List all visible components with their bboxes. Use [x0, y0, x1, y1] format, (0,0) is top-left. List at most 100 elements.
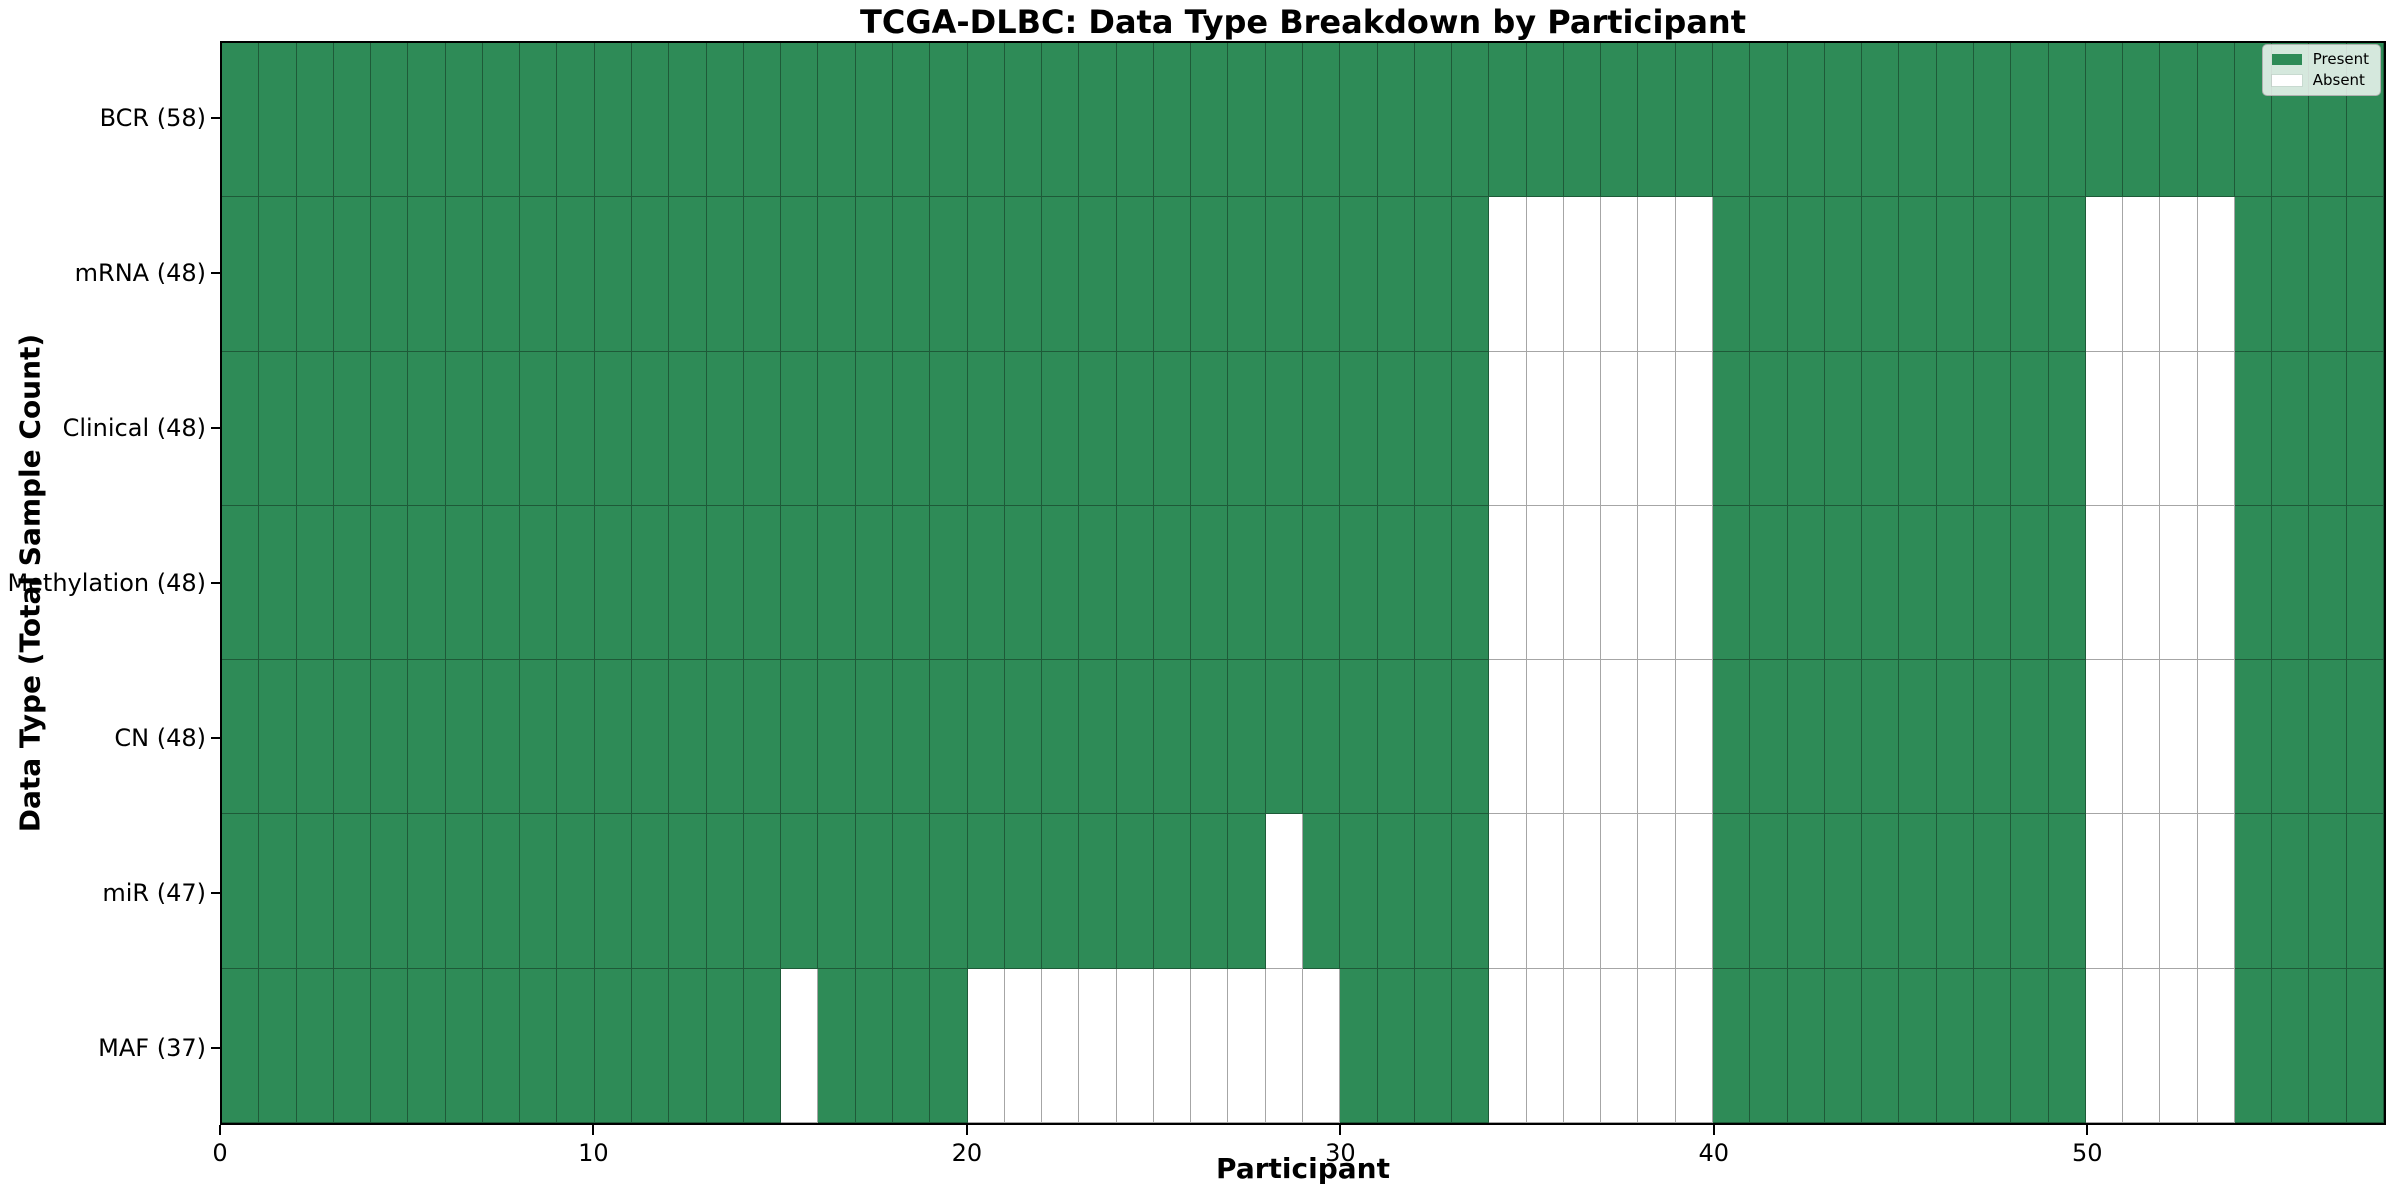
cell-BCR-p36 — [1563, 43, 1602, 198]
cell-MAF-p48 — [2011, 968, 2049, 1123]
cell-mRNA-p30 — [1340, 197, 1378, 352]
cell-Methylation-p3 — [333, 505, 372, 661]
cell-mRNA-p35 — [1526, 197, 1564, 352]
cell-MAF-p0 — [222, 968, 260, 1123]
y-tick-label-Methylation: Methylation (48) — [7, 569, 206, 597]
cell-mRNA-p16 — [818, 197, 856, 352]
cell-mRNA-p18 — [892, 197, 931, 352]
cell-mRNA-p41 — [1750, 197, 1788, 352]
cell-CN-p5 — [408, 660, 446, 815]
cell-Clinical-p2 — [296, 351, 334, 506]
cell-BCR-p16 — [818, 43, 856, 198]
cell-mRNA-p23 — [1079, 197, 1117, 352]
cell-mRNA-p9 — [557, 197, 595, 352]
x-tick-label-40: 40 — [1698, 1139, 1730, 1167]
cell-MAF-p45 — [1899, 968, 1937, 1123]
cell-BCR-p52 — [2160, 43, 2198, 198]
cell-MAF-p13 — [706, 968, 744, 1123]
cell-BCR-p43 — [1824, 43, 1863, 198]
cell-Methylation-p41 — [1750, 505, 1788, 661]
cell-miR-p38 — [1638, 814, 1676, 969]
y-tick-mark-miR — [211, 891, 220, 894]
cell-Clinical-p25 — [1153, 351, 1192, 506]
cell-Clinical-p46 — [1936, 351, 1974, 506]
y-tick-mark-Clinical — [211, 427, 220, 430]
cell-mRNA-p34 — [1489, 197, 1527, 352]
cell-MAF-p20 — [967, 968, 1005, 1123]
y-tick-label-miR: miR (47) — [102, 878, 206, 907]
cell-BCR-p42 — [1787, 43, 1825, 198]
cell-miR-p1 — [259, 814, 297, 969]
cell-CN-p14 — [743, 660, 782, 815]
cell-mRNA-p33 — [1452, 197, 1490, 352]
cell-miR-p33 — [1452, 814, 1490, 969]
cell-Clinical-p11 — [632, 351, 670, 506]
cell-Clinical-p27 — [1228, 351, 1266, 506]
cell-Clinical-p34 — [1489, 351, 1527, 506]
cell-Methylation-p0 — [222, 505, 260, 661]
cell-miR-p16 — [818, 814, 856, 969]
cell-MAF-p40 — [1713, 968, 1751, 1123]
cell-BCR-p31 — [1377, 43, 1415, 198]
cell-Clinical-p50 — [2085, 351, 2124, 506]
cell-miR-p14 — [743, 814, 782, 969]
cell-Methylation-p44 — [1862, 505, 1900, 661]
cell-Clinical-p13 — [706, 351, 744, 506]
cell-BCR-p53 — [2197, 43, 2235, 198]
cell-Clinical-p55 — [2272, 351, 2310, 506]
cell-Clinical-p22 — [1042, 351, 1080, 506]
cell-Clinical-p7 — [482, 351, 521, 506]
cell-Methylation-p49 — [2048, 505, 2086, 661]
cell-mRNA-p48 — [2011, 197, 2049, 352]
cell-Methylation-p51 — [2123, 505, 2161, 661]
cell-BCR-p40 — [1713, 43, 1751, 198]
cell-Clinical-p56 — [2309, 351, 2347, 506]
cell-miR-p18 — [892, 814, 931, 969]
cell-Clinical-p37 — [1601, 351, 1639, 506]
cell-miR-p17 — [855, 814, 893, 969]
cell-Methylation-p48 — [2011, 505, 2049, 661]
cell-BCR-p18 — [892, 43, 931, 198]
cell-MAF-p11 — [632, 968, 670, 1123]
cell-BCR-p7 — [482, 43, 521, 198]
cell-CN-p13 — [706, 660, 744, 815]
cell-miR-p56 — [2309, 814, 2347, 969]
cell-Clinical-p39 — [1675, 351, 1714, 506]
cell-Clinical-p29 — [1303, 351, 1341, 506]
cell-MAF-p26 — [1191, 968, 1229, 1123]
cell-Methylation-p4 — [371, 505, 409, 661]
cell-Methylation-p53 — [2197, 505, 2235, 661]
cell-BCR-p35 — [1526, 43, 1564, 198]
cell-MAF-p29 — [1303, 968, 1341, 1123]
cell-CN-p22 — [1042, 660, 1080, 815]
cell-MAF-p1 — [259, 968, 297, 1123]
cell-miR-p44 — [1862, 814, 1900, 969]
y-tick-mark-Methylation — [211, 582, 220, 584]
cell-mRNA-p25 — [1153, 197, 1192, 352]
cell-BCR-p39 — [1675, 43, 1714, 198]
cell-MAF-p30 — [1340, 968, 1378, 1123]
cell-BCR-p41 — [1750, 43, 1788, 198]
cell-BCR-p32 — [1414, 43, 1453, 198]
cell-BCR-p24 — [1116, 43, 1154, 198]
cell-BCR-p10 — [594, 43, 633, 198]
cell-BCR-p17 — [855, 43, 893, 198]
cell-MAF-p22 — [1042, 968, 1080, 1123]
cell-Clinical-p16 — [818, 351, 856, 506]
cell-CN-p0 — [222, 660, 260, 815]
cell-CN-p52 — [2160, 660, 2198, 815]
x-tick-mark-40 — [1712, 1125, 1715, 1135]
x-tick-label-50: 50 — [2071, 1139, 2103, 1167]
cell-Methylation-p15 — [781, 505, 819, 661]
cell-Clinical-p52 — [2160, 351, 2198, 506]
cell-BCR-p0 — [222, 43, 260, 198]
cell-Clinical-p15 — [781, 351, 819, 506]
cell-BCR-p47 — [1973, 43, 2012, 198]
cell-Methylation-p8 — [520, 505, 558, 661]
cell-miR-p46 — [1936, 814, 1974, 969]
x-tick-mark-50 — [2086, 1125, 2089, 1135]
cell-mRNA-p4 — [371, 197, 409, 352]
cell-BCR-p49 — [2048, 43, 2086, 198]
cell-MAF-p6 — [445, 968, 483, 1123]
chart-title: TCGA-DLBC: Data Type Breakdown by Partic… — [860, 3, 1746, 41]
